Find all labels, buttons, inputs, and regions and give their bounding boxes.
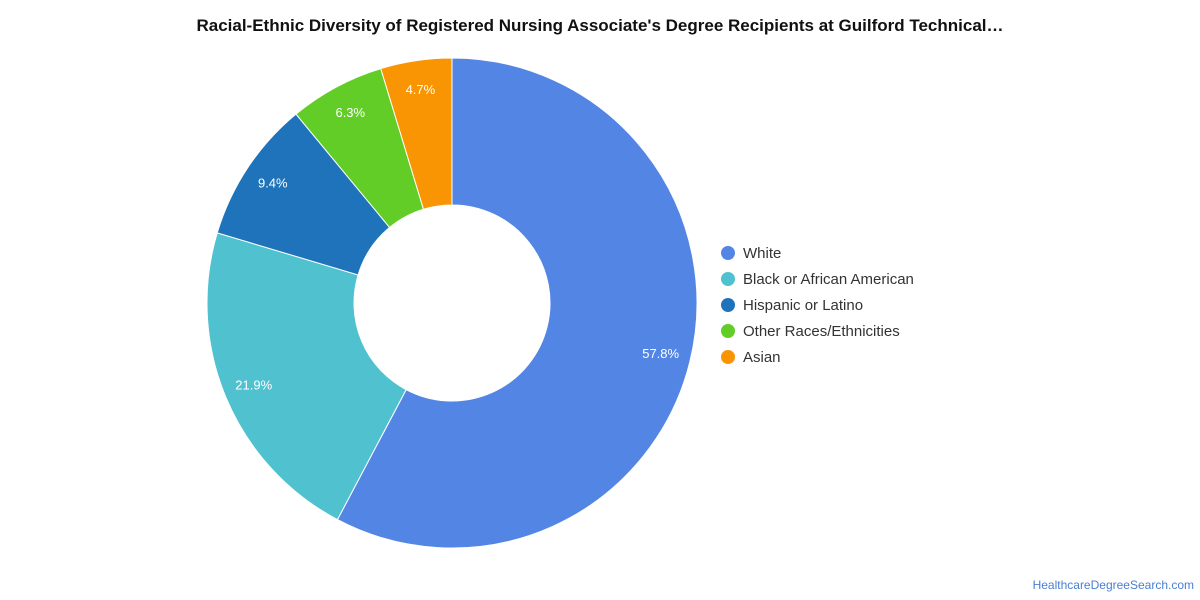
legend-item[interactable]: Other Races/Ethnicities [721, 318, 914, 344]
legend-label: Other Races/Ethnicities [743, 322, 900, 340]
legend-item[interactable]: Black or African American [721, 266, 914, 292]
chart-legend: White Black or African American Hispanic o… [721, 240, 914, 370]
slice-value-label: 57.8% [642, 346, 679, 361]
legend-label: Black or African American [743, 270, 914, 288]
legend-item[interactable]: Asian [721, 344, 914, 370]
legend-swatch [721, 298, 735, 312]
slice-value-label: 21.9% [235, 378, 272, 393]
legend-swatch [721, 324, 735, 338]
legend-swatch [721, 350, 735, 364]
slice-value-label: 4.7% [406, 82, 436, 97]
slice-black-or-african-american[interactable] [206, 232, 407, 521]
legend-swatch [721, 272, 735, 286]
legend-label: Asian [743, 348, 781, 366]
chart-title: Racial-Ethnic Diversity of Registered Nu… [196, 16, 1004, 35]
legend-label: White [743, 244, 782, 262]
legend-label: Hispanic or Latino [743, 296, 864, 314]
legend-swatch [721, 246, 735, 260]
legend-item[interactable]: White [721, 240, 914, 266]
slice-asian[interactable] [380, 57, 453, 210]
source-link[interactable]: HealthcareDegreeSearch.com [1032, 578, 1194, 592]
slice-value-label: 9.4% [258, 176, 288, 191]
legend-item[interactable]: Hispanic or Latino [721, 292, 914, 318]
slice-white[interactable] [336, 57, 698, 549]
slice-value-label: 6.3% [335, 105, 365, 120]
